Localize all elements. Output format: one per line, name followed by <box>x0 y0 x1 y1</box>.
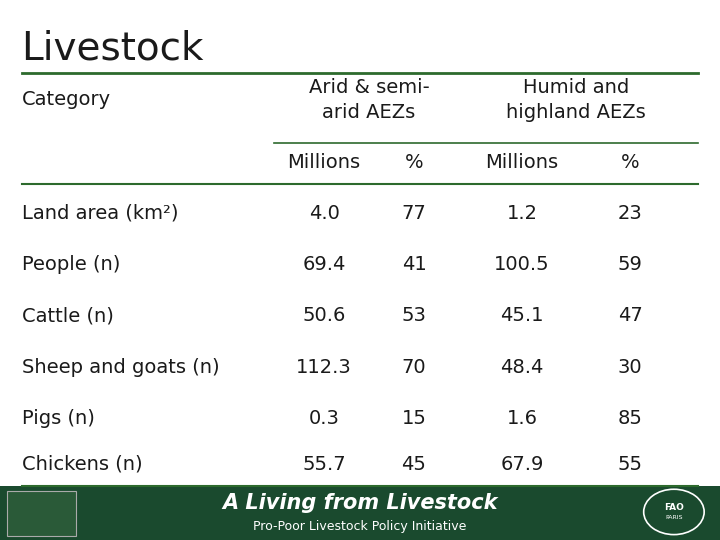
Text: 55.7: 55.7 <box>302 455 346 474</box>
Text: 0.3: 0.3 <box>309 409 339 428</box>
Text: 47: 47 <box>618 306 642 326</box>
Text: 45.1: 45.1 <box>500 306 544 326</box>
Text: 55: 55 <box>618 455 642 474</box>
Text: 100.5: 100.5 <box>494 255 550 274</box>
Text: 23: 23 <box>618 204 642 223</box>
Text: 112.3: 112.3 <box>296 357 352 377</box>
Text: Arid & semi-
arid AEZs: Arid & semi- arid AEZs <box>309 78 429 122</box>
Text: A Living from Livestock: A Living from Livestock <box>222 493 498 514</box>
Text: Millions: Millions <box>287 152 361 172</box>
Text: %: % <box>405 152 423 172</box>
FancyBboxPatch shape <box>0 486 720 540</box>
Text: 4.0: 4.0 <box>309 204 339 223</box>
Text: Humid and
highland AEZs: Humid and highland AEZs <box>506 78 646 122</box>
Text: 67.9: 67.9 <box>500 455 544 474</box>
Text: Livestock: Livestock <box>22 30 204 68</box>
Text: 85: 85 <box>618 409 642 428</box>
Text: %: % <box>621 152 639 172</box>
Text: Cattle (n): Cattle (n) <box>22 306 114 326</box>
Text: Land area (km²): Land area (km²) <box>22 204 178 223</box>
Text: People (n): People (n) <box>22 255 120 274</box>
Text: 48.4: 48.4 <box>500 357 544 377</box>
Text: 69.4: 69.4 <box>302 255 346 274</box>
Text: Category: Category <box>22 90 111 110</box>
Text: 53: 53 <box>402 306 426 326</box>
Text: 45: 45 <box>402 455 426 474</box>
Text: Pigs (n): Pigs (n) <box>22 409 94 428</box>
Text: 1.6: 1.6 <box>506 409 538 428</box>
Text: 50.6: 50.6 <box>302 306 346 326</box>
Text: Chickens (n): Chickens (n) <box>22 455 143 474</box>
Text: FAO: FAO <box>664 503 684 512</box>
Text: Pro-Poor Livestock Policy Initiative: Pro-Poor Livestock Policy Initiative <box>253 520 467 533</box>
Text: Millions: Millions <box>485 152 559 172</box>
Text: 30: 30 <box>618 357 642 377</box>
FancyBboxPatch shape <box>7 491 76 536</box>
Text: 1.2: 1.2 <box>506 204 538 223</box>
Text: 70: 70 <box>402 357 426 377</box>
Text: 77: 77 <box>402 204 426 223</box>
Text: PARIS: PARIS <box>665 515 683 520</box>
Text: 59: 59 <box>618 255 642 274</box>
Text: 15: 15 <box>402 409 426 428</box>
Text: Sheep and goats (n): Sheep and goats (n) <box>22 357 219 377</box>
Text: 41: 41 <box>402 255 426 274</box>
